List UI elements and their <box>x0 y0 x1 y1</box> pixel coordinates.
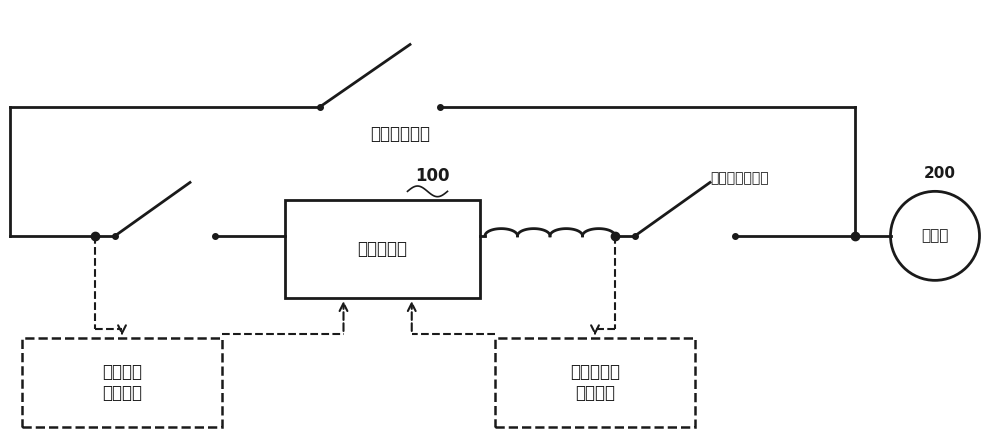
Text: 商用电源
检测单元: 商用电源 检测单元 <box>102 363 142 402</box>
Text: 变频器输出
检测单元: 变频器输出 检测单元 <box>570 363 620 402</box>
Text: 电动机: 电动机 <box>921 228 949 243</box>
Bar <box>22 338 222 427</box>
Bar <box>285 200 480 298</box>
Text: 变频器输出开关: 变频器输出开关 <box>710 171 769 185</box>
Text: 中压变频器: 中压变频器 <box>357 240 408 258</box>
Text: 100: 100 <box>415 167 450 185</box>
Text: 200: 200 <box>924 166 956 181</box>
Bar <box>495 338 695 427</box>
Text: 商用电源开关: 商用电源开关 <box>370 125 430 142</box>
